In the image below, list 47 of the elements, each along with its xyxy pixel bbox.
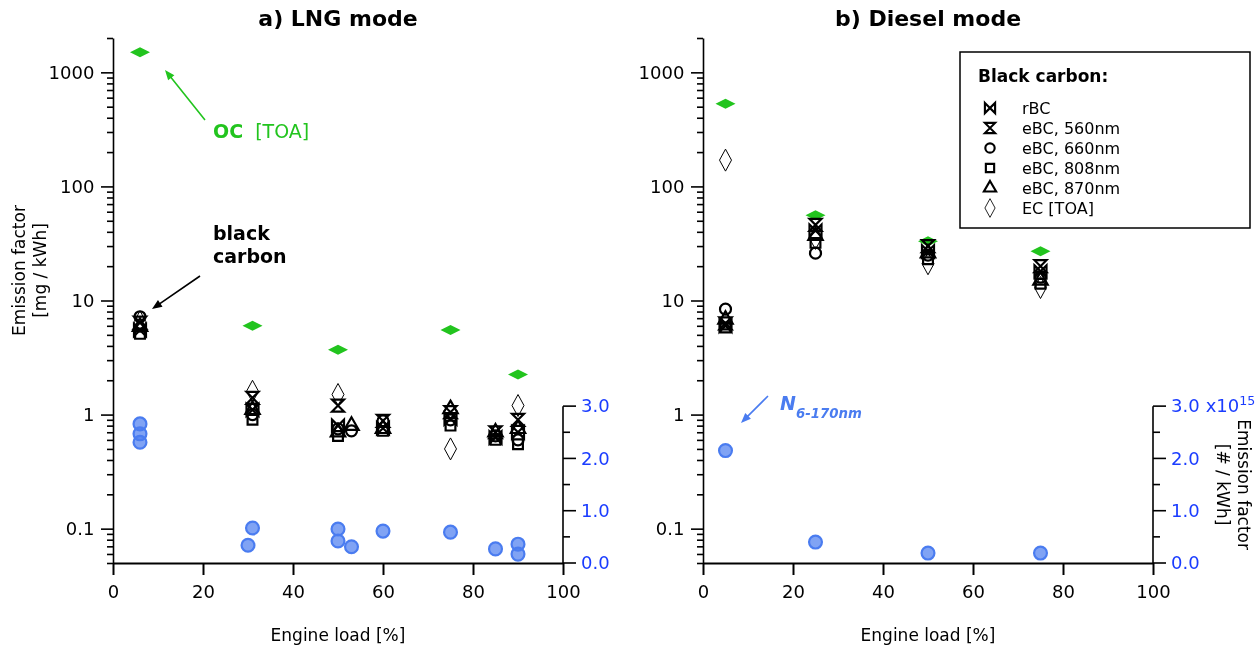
y-axis-title: Emission factor [mg / kWh] xyxy=(9,205,51,336)
y2-tick-label: 2.0 xyxy=(581,447,610,469)
x-tick-label: 60 xyxy=(372,580,395,602)
legend-label: eBC, 560nm xyxy=(1022,118,1121,138)
legend-label: rBC xyxy=(1022,98,1051,118)
y2-tick-label: 1.0 xyxy=(581,500,610,522)
y-tick-label: 1 xyxy=(672,403,685,425)
x-tick-label: 0 xyxy=(697,580,710,602)
y-tick-label: 0.1 xyxy=(655,517,685,539)
y-tick-label: 0.1 xyxy=(65,517,95,539)
y2-tick-label: 3.0 xyxy=(1171,395,1200,417)
y-tick-label: 10 xyxy=(71,289,95,311)
annotation: OC [TOA] xyxy=(213,120,310,142)
y-tick-label: 100 xyxy=(60,175,95,197)
annotation: N$_{6-170nm}$ xyxy=(780,392,862,421)
x-tick-label: 0 xyxy=(107,580,120,602)
x-tick-label: 40 xyxy=(872,580,895,602)
legend-label: eBC, 660nm xyxy=(1022,138,1121,158)
x-tick-label: 60 xyxy=(962,580,985,602)
chart-title: b) Diesel mode xyxy=(834,6,1022,31)
legend-label: eBC, 808nm xyxy=(1022,158,1121,178)
y2-tick-label: 2.0 xyxy=(1171,447,1200,469)
y-tick-label: 1000 xyxy=(48,61,95,83)
legend-label: EC [TOA] xyxy=(1022,198,1094,218)
legend-label: eBC, 870nm xyxy=(1022,178,1121,198)
y-tick-label: 100 xyxy=(650,175,685,197)
x-tick-label: 80 xyxy=(462,580,485,602)
y2-tick-label: 1.0 xyxy=(1171,500,1200,522)
legend-title: Black carbon: xyxy=(978,66,1109,86)
text: x10$^{15}$ xyxy=(1205,392,1256,417)
y-tick-label: 10 xyxy=(661,289,685,311)
chart-title: a) LNG mode xyxy=(258,6,418,31)
y2-tick-label: 3.0 xyxy=(581,395,610,417)
x-tick-label: 20 xyxy=(192,580,215,602)
y2-tick-label: 0.0 xyxy=(581,552,610,574)
y2-tick-label: 0.0 xyxy=(1171,552,1200,574)
y-tick-label: 1 xyxy=(82,403,95,425)
x-tick-label: 80 xyxy=(1052,580,1075,602)
x-axis-title: Engine load [%] xyxy=(270,625,406,645)
x-axis-title: Engine load [%] xyxy=(860,625,996,645)
x-tick-label: 40 xyxy=(282,580,305,602)
y2-axis-title: Emission factor [# / kWh] xyxy=(1212,419,1254,550)
x-tick-label: 100 xyxy=(1136,580,1171,602)
x-tick-label: 100 xyxy=(546,580,581,602)
y-tick-label: 1000 xyxy=(638,61,685,83)
annotation: black carbon xyxy=(213,222,287,267)
x-tick-label: 20 xyxy=(782,580,805,602)
